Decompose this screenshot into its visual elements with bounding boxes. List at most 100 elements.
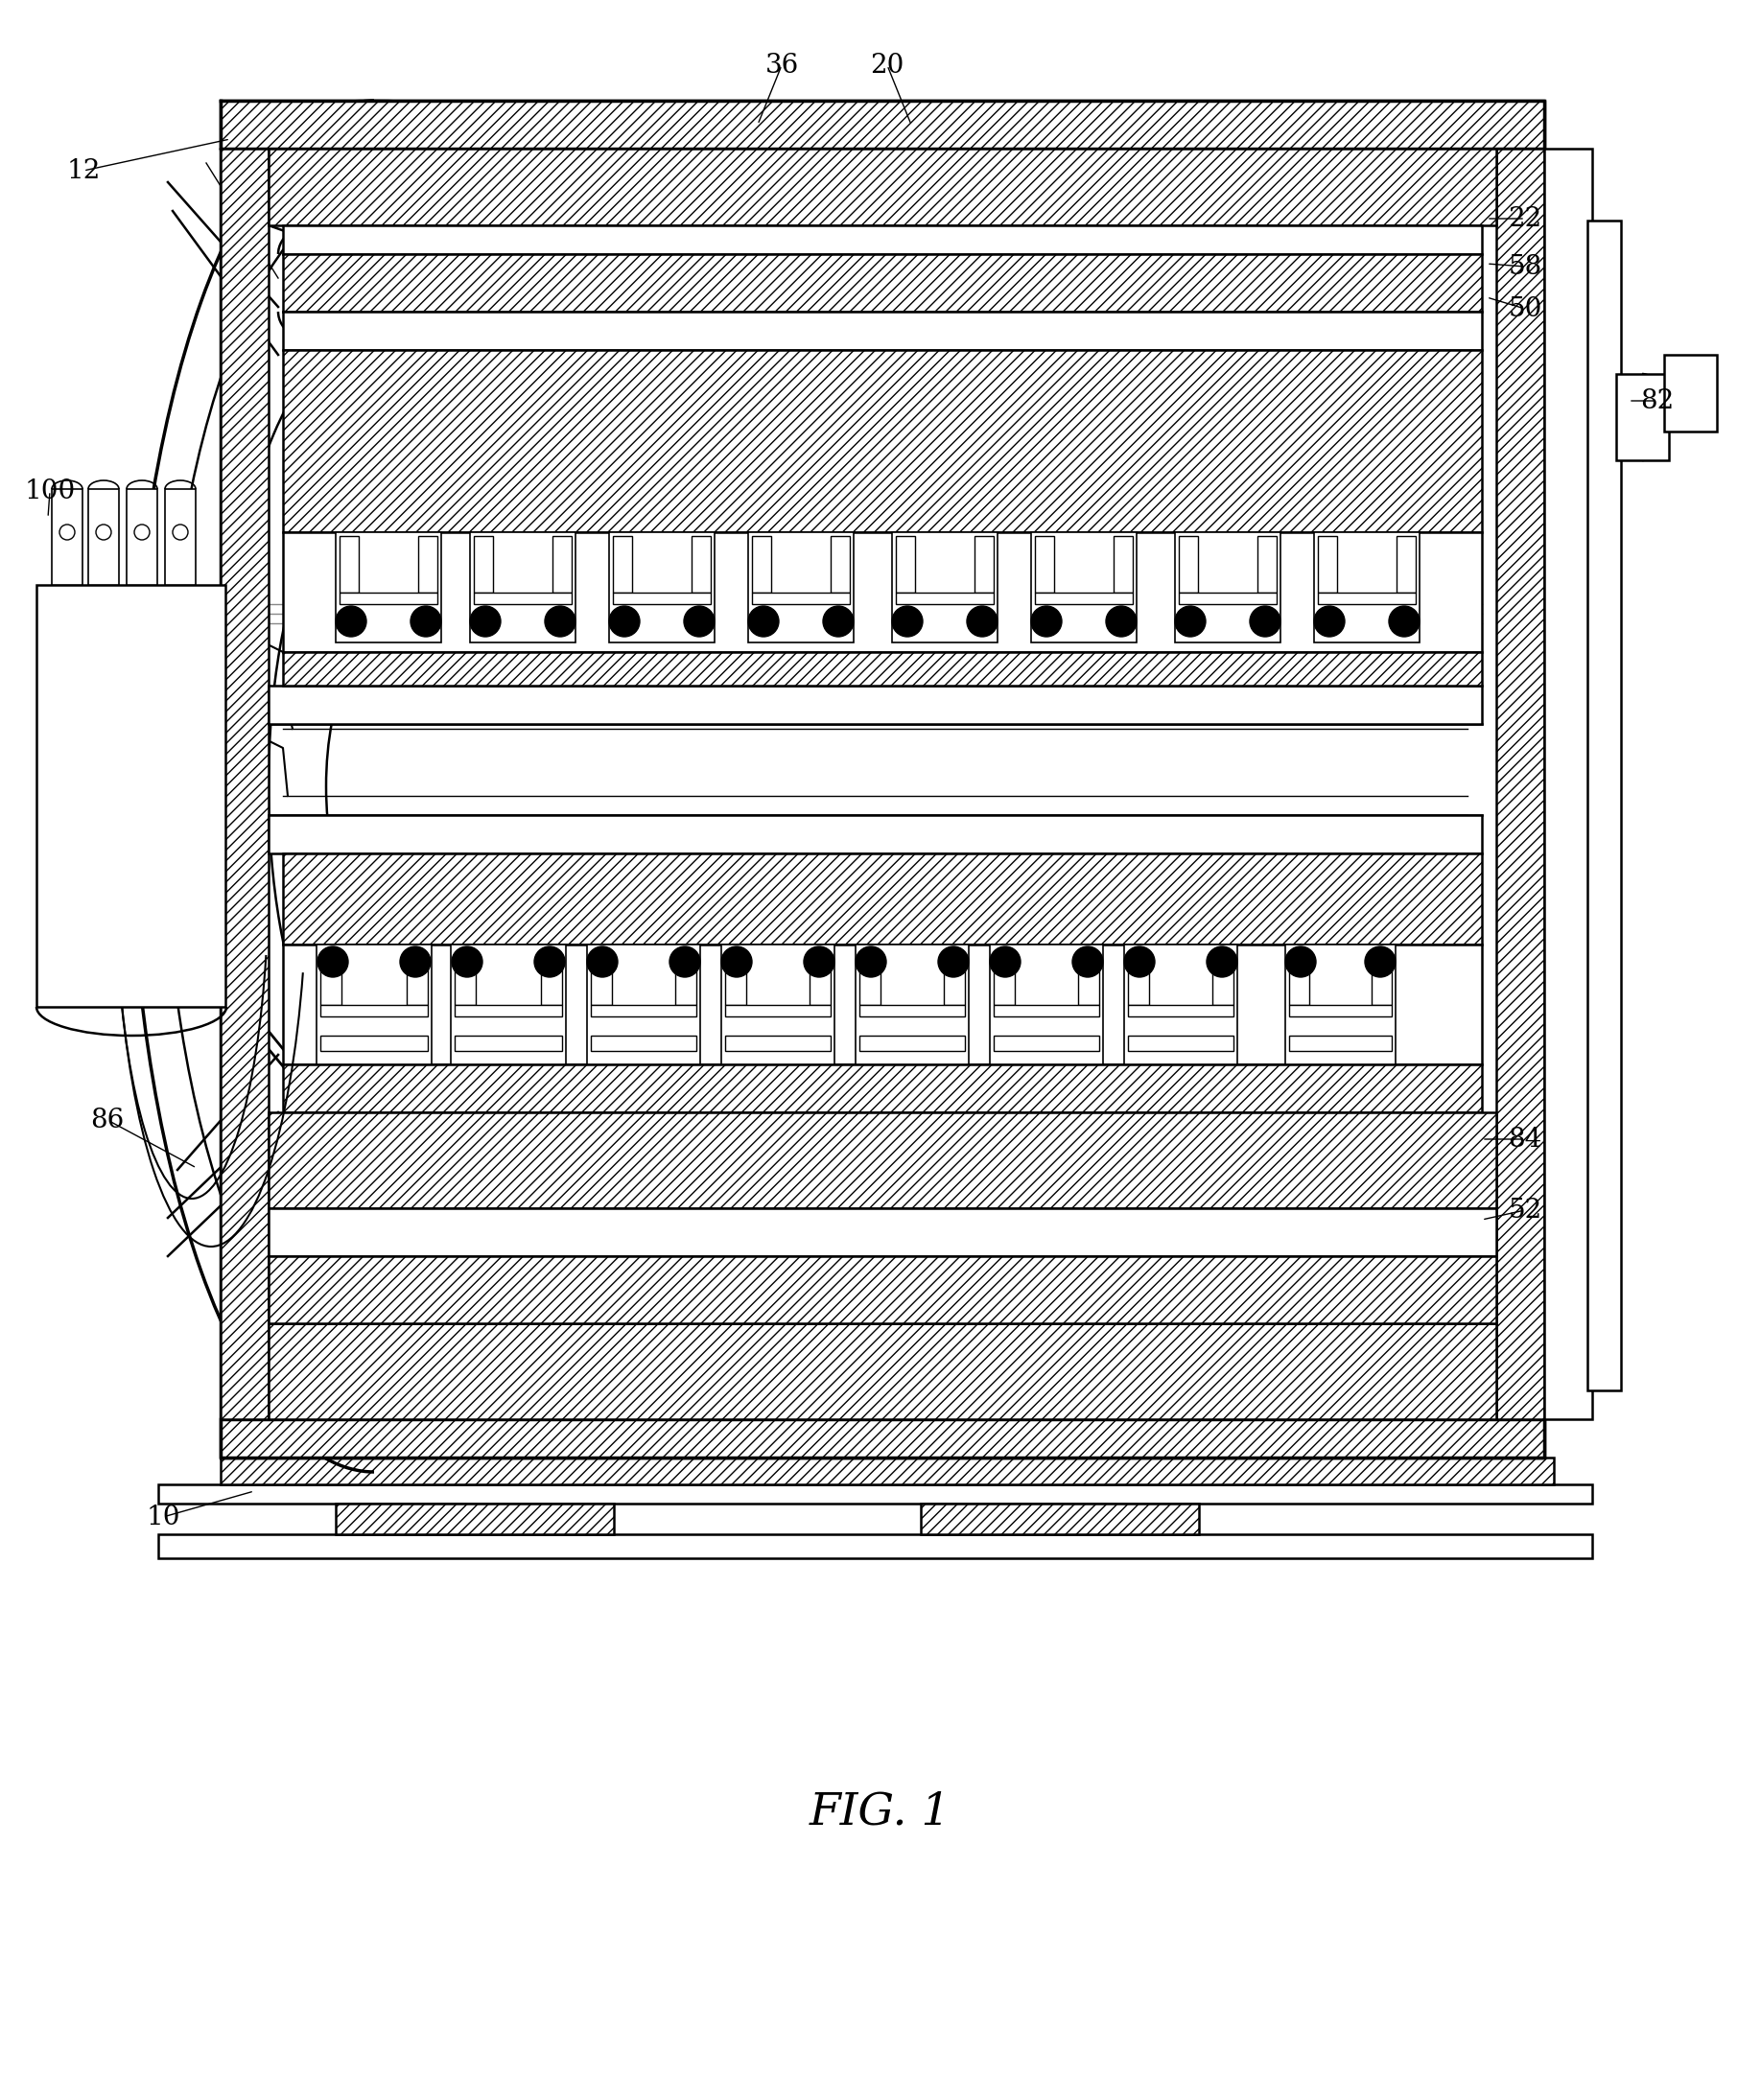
Circle shape [534,947,565,977]
Circle shape [1032,607,1062,636]
Polygon shape [407,953,428,1004]
Text: 58: 58 [1507,254,1543,279]
Polygon shape [284,351,1483,531]
Circle shape [400,947,431,977]
Polygon shape [586,945,701,1065]
Polygon shape [1178,592,1277,605]
Polygon shape [722,945,835,1065]
Circle shape [1250,607,1280,636]
Polygon shape [317,945,431,1065]
Polygon shape [1372,953,1391,1004]
Polygon shape [592,1004,696,1016]
Polygon shape [831,536,851,592]
Circle shape [893,607,923,636]
Polygon shape [269,1323,1497,1420]
Polygon shape [454,1035,562,1050]
Polygon shape [1314,531,1419,643]
Polygon shape [284,945,1483,1065]
Polygon shape [51,489,83,586]
Polygon shape [1175,531,1280,643]
Polygon shape [474,536,493,592]
Polygon shape [269,149,1497,225]
Text: 36: 36 [764,52,798,78]
Polygon shape [321,1035,428,1050]
Text: 52: 52 [1507,1197,1543,1222]
Circle shape [1365,947,1395,977]
Polygon shape [474,592,572,605]
Polygon shape [1129,1035,1233,1050]
Polygon shape [269,685,1483,724]
Polygon shape [158,1535,1592,1558]
Circle shape [544,607,576,636]
Polygon shape [220,1457,1553,1485]
Text: 82: 82 [1641,388,1675,414]
Polygon shape [166,489,195,586]
Polygon shape [752,592,851,605]
Polygon shape [592,1035,696,1050]
Polygon shape [993,953,1014,1004]
Polygon shape [726,953,747,1004]
Polygon shape [158,1485,1592,1504]
Circle shape [683,607,715,636]
Polygon shape [1497,149,1544,1420]
Circle shape [317,947,349,977]
Polygon shape [269,1256,1497,1323]
Text: 12: 12 [67,158,100,183]
Polygon shape [859,1035,965,1050]
Polygon shape [1212,953,1233,1004]
Polygon shape [613,592,711,605]
Polygon shape [1035,536,1055,592]
Polygon shape [220,1420,1544,1457]
Polygon shape [451,945,565,1065]
Polygon shape [1129,953,1148,1004]
Polygon shape [1113,536,1132,592]
Circle shape [410,607,442,636]
Circle shape [336,607,366,636]
Text: 84: 84 [1507,1126,1543,1153]
Polygon shape [1035,592,1132,605]
Circle shape [1175,607,1206,636]
Polygon shape [856,945,969,1065]
Polygon shape [336,1504,615,1535]
Polygon shape [1032,531,1136,643]
Circle shape [1314,607,1345,636]
Circle shape [939,947,969,977]
Polygon shape [990,945,1102,1065]
Polygon shape [284,1065,1483,1113]
Text: 50: 50 [1507,296,1543,321]
Polygon shape [220,101,1544,149]
Polygon shape [1178,536,1197,592]
Text: 86: 86 [90,1107,125,1132]
Polygon shape [284,254,1483,311]
Polygon shape [553,536,572,592]
Polygon shape [1289,1004,1391,1016]
Polygon shape [1587,220,1620,1390]
Polygon shape [127,489,157,586]
Polygon shape [859,1004,965,1016]
Polygon shape [454,1004,562,1016]
Polygon shape [896,592,993,605]
Polygon shape [284,653,1483,685]
Text: FIG. 1: FIG. 1 [810,1791,951,1833]
Polygon shape [220,149,269,1420]
Circle shape [748,607,778,636]
Polygon shape [417,536,437,592]
Polygon shape [726,1004,831,1016]
Polygon shape [284,225,1483,254]
Polygon shape [1286,945,1395,1065]
Polygon shape [340,536,359,592]
Polygon shape [609,531,715,643]
Polygon shape [1664,355,1717,430]
Circle shape [470,607,500,636]
Polygon shape [1289,953,1310,1004]
Circle shape [1124,947,1155,977]
Polygon shape [592,953,611,1004]
Circle shape [990,947,1021,977]
Circle shape [803,947,835,977]
Polygon shape [269,815,1483,853]
Polygon shape [336,531,442,643]
Polygon shape [993,1035,1099,1050]
Polygon shape [454,953,475,1004]
Polygon shape [896,536,916,592]
Circle shape [669,947,701,977]
